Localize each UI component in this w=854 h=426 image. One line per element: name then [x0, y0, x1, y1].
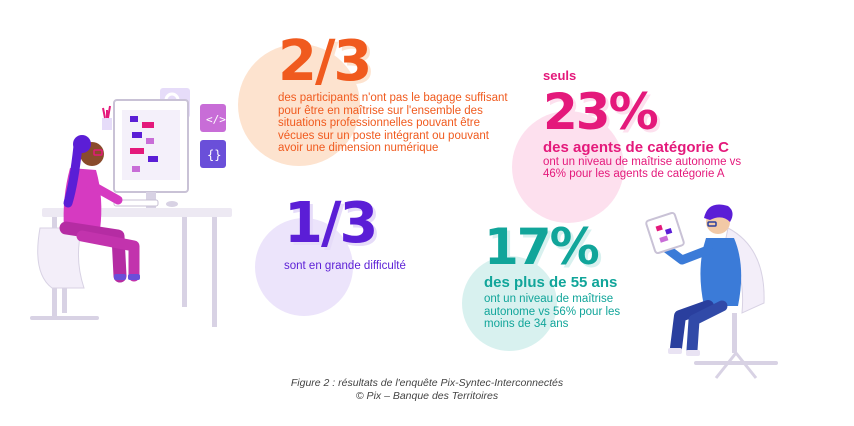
woman-at-desk-illustration: </> {}	[30, 88, 232, 327]
stat-twenty-three-text: ont un niveau de maîtrise autonome vs 46…	[543, 155, 742, 181]
blob-two-thirds	[238, 44, 360, 166]
figure-caption-line2: © Pix – Banque des Territoires	[355, 390, 499, 402]
stat-twenty-three-subtitle: des agents de catégorie C	[543, 138, 729, 156]
stat-two-thirds: 2/3 des participants n'ont pas le bagage…	[278, 34, 518, 155]
man-with-tablet-illustration	[645, 204, 778, 379]
stat-twenty-three-value: 23%	[543, 82, 659, 141]
stat-twenty-three-prefix: seuls	[543, 68, 577, 83]
figure-caption: Figure 2 : résultats de l'enquête Pix-Sy…	[0, 377, 854, 403]
stat-seventeen-text: ont un niveau de maîtrise autonome vs 56…	[484, 293, 621, 330]
stat-one-third-value: 1/3	[284, 191, 378, 256]
blob-twenty-three	[512, 111, 624, 223]
blob-one-third	[255, 218, 353, 316]
stat-twenty-three: seuls 23% des agents de catégorie C ont …	[543, 68, 783, 181]
figure-caption-line1: Figure 2 : résultats de l'enquête Pix-Sy…	[290, 377, 564, 389]
blob-seventeen	[462, 256, 557, 351]
stat-one-third-text: sont en grande difficulté	[284, 260, 406, 272]
stat-seventeen-subtitle: des plus de 55 ans	[484, 274, 618, 291]
svg-text:</>: </>	[206, 113, 226, 126]
stat-two-thirds-text: des participants n'ont pas le bagage suf…	[278, 92, 508, 154]
stat-one-third: 1/3 sont en grande difficulté	[284, 196, 484, 273]
svg-text:{}: {}	[207, 148, 221, 162]
stat-seventeen-value: 17%	[484, 218, 600, 276]
stat-seventeen: 17% des plus de 55 ans ont un niveau de …	[484, 222, 654, 331]
stat-two-thirds-value: 2/3	[278, 29, 372, 94]
